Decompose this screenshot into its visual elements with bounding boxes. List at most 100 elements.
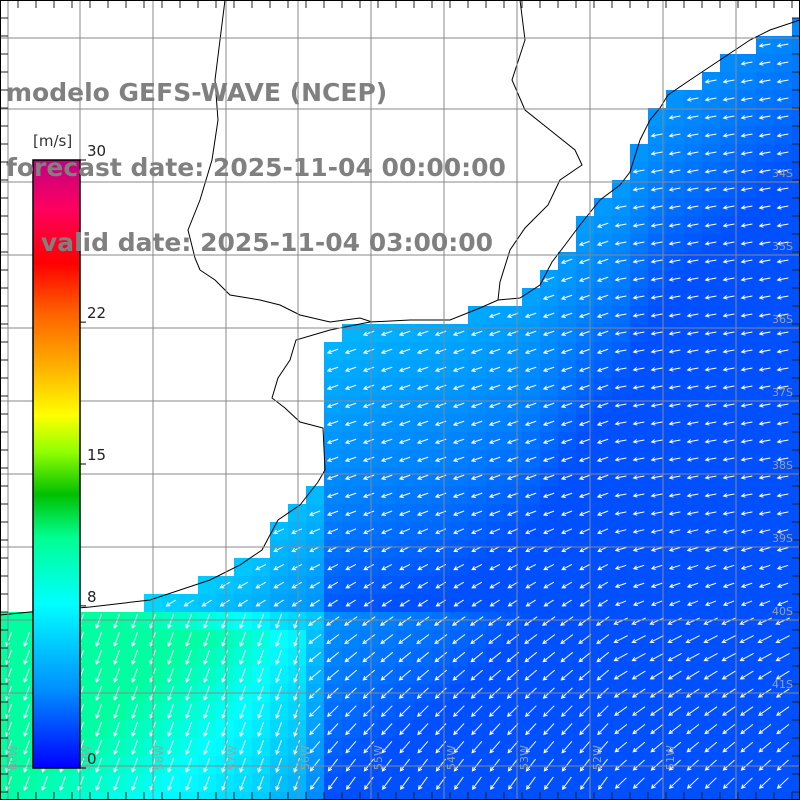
wind-arrow: [686, 151, 699, 156]
longitude-label: 59W: [80, 745, 93, 770]
wind-arrow: [614, 511, 627, 516]
wind-arrow: [704, 97, 717, 102]
wind-arrow: [131, 613, 139, 629]
wind-arrow: [309, 563, 321, 571]
inland-border-path-2: [497, 0, 583, 301]
wind-arrow: [722, 706, 736, 716]
wind-arrow: [596, 669, 610, 681]
wind-arrow: [488, 705, 501, 718]
wind-arrow: [614, 547, 627, 552]
wind-arrow: [704, 367, 717, 372]
wind-arrow: [579, 740, 591, 754]
title-model: modelo GEFS-WAVE (NCEP): [6, 78, 388, 107]
wind-arrow: [686, 205, 699, 210]
wind-arrow: [23, 703, 31, 719]
wind-arrow: [95, 613, 103, 629]
wind-arrow: [758, 493, 771, 498]
wind-arrow: [344, 492, 357, 498]
wind-arrow: [362, 456, 375, 462]
wind-arrow: [470, 402, 483, 408]
wind-arrow: [758, 97, 771, 102]
wind-arrow: [632, 313, 645, 318]
wind-arrow: [470, 669, 484, 681]
wind-arrow: [650, 475, 663, 480]
wind-arrow: [417, 528, 429, 535]
wind-arrow: [525, 581, 537, 589]
wind-arrow: [239, 739, 247, 755]
wind-cell: [234, 558, 253, 577]
wind-arrow: [470, 651, 484, 663]
wind-arrow: [776, 706, 790, 716]
wind-arrow: [167, 613, 175, 629]
wind-arrow: [686, 367, 699, 372]
wind-arrow: [237, 581, 249, 589]
wind-arrow: [524, 705, 537, 718]
wind-arrow: [758, 724, 772, 735]
wind-arrow: [542, 651, 556, 663]
wind-arrow: [525, 758, 536, 772]
wind-arrow: [239, 703, 247, 719]
wind-arrow: [542, 492, 555, 498]
wind-arrow: [543, 723, 555, 736]
wind-arrow: [327, 528, 339, 535]
wind-arrow: [776, 313, 789, 318]
wind-arrow: [722, 79, 735, 84]
wind-arrow: [363, 528, 375, 535]
wind-arrow: [614, 759, 627, 771]
wind-arrow: [167, 631, 175, 647]
wind-arrow: [489, 758, 500, 772]
wind-arrow: [309, 528, 321, 535]
wind-arrow: [740, 169, 753, 174]
wind-arrow: [668, 493, 681, 498]
wind-arrow: [740, 259, 753, 264]
wind-arrow: [293, 667, 301, 683]
wind-arrow: [758, 511, 771, 516]
wind-arrow: [344, 510, 357, 516]
wind-arrow: [758, 706, 772, 716]
wind-arrow: [632, 741, 646, 753]
wind-arrow: [614, 295, 627, 300]
wind-arrow: [309, 776, 320, 790]
wind-arrow: [757, 617, 773, 625]
wind-arrow: [471, 776, 482, 790]
wind-arrow: [722, 741, 736, 753]
wind-arrow: [488, 384, 501, 390]
wind-arrow: [380, 492, 393, 498]
wind-arrow: [326, 474, 339, 480]
wind-arrow: [416, 456, 429, 462]
colorbar-unit: [m/s]: [33, 132, 73, 150]
wind-arrow: [417, 563, 429, 571]
wind-arrow: [632, 349, 645, 354]
wind-arrow: [293, 739, 301, 755]
wind-arrow: [597, 740, 609, 754]
wind-arrow: [614, 529, 627, 534]
wind-arrow: [344, 402, 357, 408]
wind-arrow: [758, 582, 771, 588]
wind-arrow: [649, 617, 665, 625]
wind-arrow: [293, 775, 301, 791]
wind-arrow: [668, 529, 681, 534]
wind-cell: [792, 90, 800, 109]
wind-arrow: [597, 599, 608, 607]
wind-arrow: [722, 205, 735, 210]
wind-arrow: [327, 723, 339, 736]
wind-cell: [792, 252, 800, 271]
wind-arrow: [740, 439, 753, 444]
wind-cell: [792, 108, 800, 127]
wind-arrow: [686, 582, 699, 588]
wind-arrow: [614, 223, 627, 228]
wind-arrow: [345, 563, 357, 571]
wind-arrow: [363, 723, 375, 736]
wind-arrow: [560, 705, 573, 718]
wind-arrow: [649, 670, 664, 680]
wind-arrow: [434, 634, 448, 645]
wind-arrow: [255, 581, 267, 589]
wind-arrow: [579, 563, 591, 571]
wind-arrow: [740, 295, 753, 300]
wind-arrow: [650, 259, 663, 264]
wind-arrow: [704, 331, 717, 336]
wind-cell: [792, 360, 800, 379]
wind-arrow: [183, 599, 194, 607]
wind-arrow: [23, 775, 31, 791]
wind-arrow: [704, 564, 717, 570]
